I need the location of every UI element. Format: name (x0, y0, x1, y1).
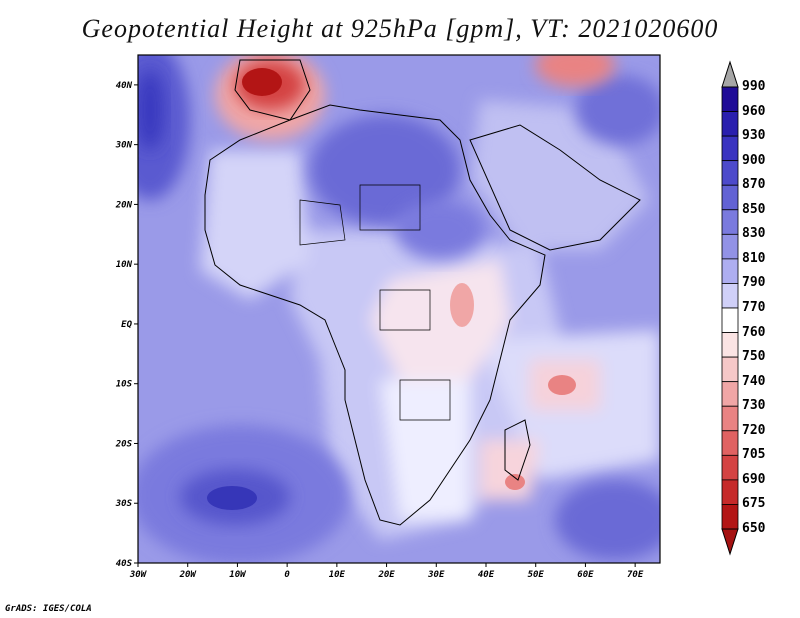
high-sudan (395, 200, 485, 260)
colorbar-level-label: 900 (742, 152, 766, 168)
lon-label: 30E (427, 570, 445, 580)
lon-label: 10E (329, 570, 346, 580)
high-iran (575, 75, 660, 145)
colorbar-level-label: 770 (742, 300, 766, 315)
low-iberia-core (242, 68, 282, 96)
iberia-coastline (234, 59, 311, 121)
africa-coastline (204, 104, 546, 526)
lon-label: 20E (377, 570, 395, 580)
lon-label: 40E (478, 570, 495, 580)
high-south-indian (555, 480, 660, 560)
country-borders (299, 184, 451, 421)
low-caspian (535, 55, 615, 87)
longitude-axis: 30W 20W 10W 0 10E 20E 30E 40E 50E 60E 70E (129, 563, 644, 580)
colorbar-level-label: 675 (742, 496, 766, 512)
colorbar-level-label: 690 (742, 471, 766, 487)
colorbar-level-label: 750 (742, 349, 766, 365)
colorbar-level-label: 870 (742, 177, 766, 193)
light-band-west-africa (200, 150, 310, 300)
lon-label: 20W (179, 570, 198, 580)
lat-label: 40N (116, 81, 133, 91)
colorbar-level-label: 810 (742, 250, 766, 266)
colorbar-level-label: 740 (742, 373, 766, 389)
colorbar-level-label: 830 (742, 226, 766, 242)
colorbar-level-label: 760 (742, 324, 766, 340)
height-field (138, 55, 660, 563)
colorbar-level-label: 990 (742, 79, 766, 94)
lat-label: 30S (115, 499, 133, 509)
latitude-axis: 40N 30N 20N 10N EQ 10S 20S 30S 40S (115, 81, 138, 569)
colorbar-level-label: 705 (742, 447, 766, 463)
lon-label: 10W (229, 570, 247, 580)
lat-label: 10S (116, 380, 133, 390)
map-title: Geopotential Height at 925hPa [gpm], VT:… (81, 14, 719, 43)
coastlines (204, 59, 641, 526)
lat-label: EQ (121, 320, 132, 330)
colorbar-level-label: 790 (742, 275, 766, 291)
lat-label: 30N (115, 141, 133, 151)
low-east-africa-core (450, 283, 474, 327)
high-north-atlantic-core (138, 70, 165, 150)
colorbar-level-label: 960 (742, 103, 766, 119)
neutral-zone-mozambique (480, 440, 540, 500)
lat-label: 40S (116, 559, 133, 569)
madagascar-coastline (504, 419, 531, 481)
colorbar-level-label: 850 (742, 201, 766, 217)
low-mozambique-core (505, 474, 525, 490)
high-sahara (310, 115, 460, 225)
lon-label: 70E (627, 570, 644, 580)
lat-label: 20S (115, 439, 133, 449)
arabia-coastline (469, 124, 641, 251)
light-band-south-africa (380, 380, 470, 520)
lon-label: 60E (577, 570, 594, 580)
plot-frame (137, 54, 661, 564)
colorbar-level-label: 730 (742, 398, 766, 414)
lat-label: 10N (116, 260, 133, 270)
colorbar-level-label: 650 (742, 521, 766, 536)
colorbar-level-label: 720 (742, 422, 766, 438)
lon-label: 50E (528, 570, 545, 580)
lon-label: 0 (284, 570, 290, 580)
low-madagascar-core (548, 375, 576, 395)
colorbar-level-label: 930 (742, 128, 766, 144)
lat-label: 20N (115, 200, 133, 210)
grads-credit: GrADS: IGES/COLA (5, 604, 92, 614)
anticyclone-south-atlantic-core (207, 486, 257, 510)
lon-label: 30W (129, 570, 148, 580)
